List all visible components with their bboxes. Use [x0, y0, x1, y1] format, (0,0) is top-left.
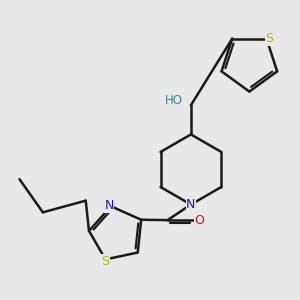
Text: HO: HO	[164, 94, 182, 107]
Text: O: O	[194, 214, 204, 226]
Text: N: N	[104, 199, 114, 212]
Text: N: N	[186, 198, 196, 211]
Text: S: S	[101, 255, 110, 268]
Text: S: S	[265, 32, 273, 45]
